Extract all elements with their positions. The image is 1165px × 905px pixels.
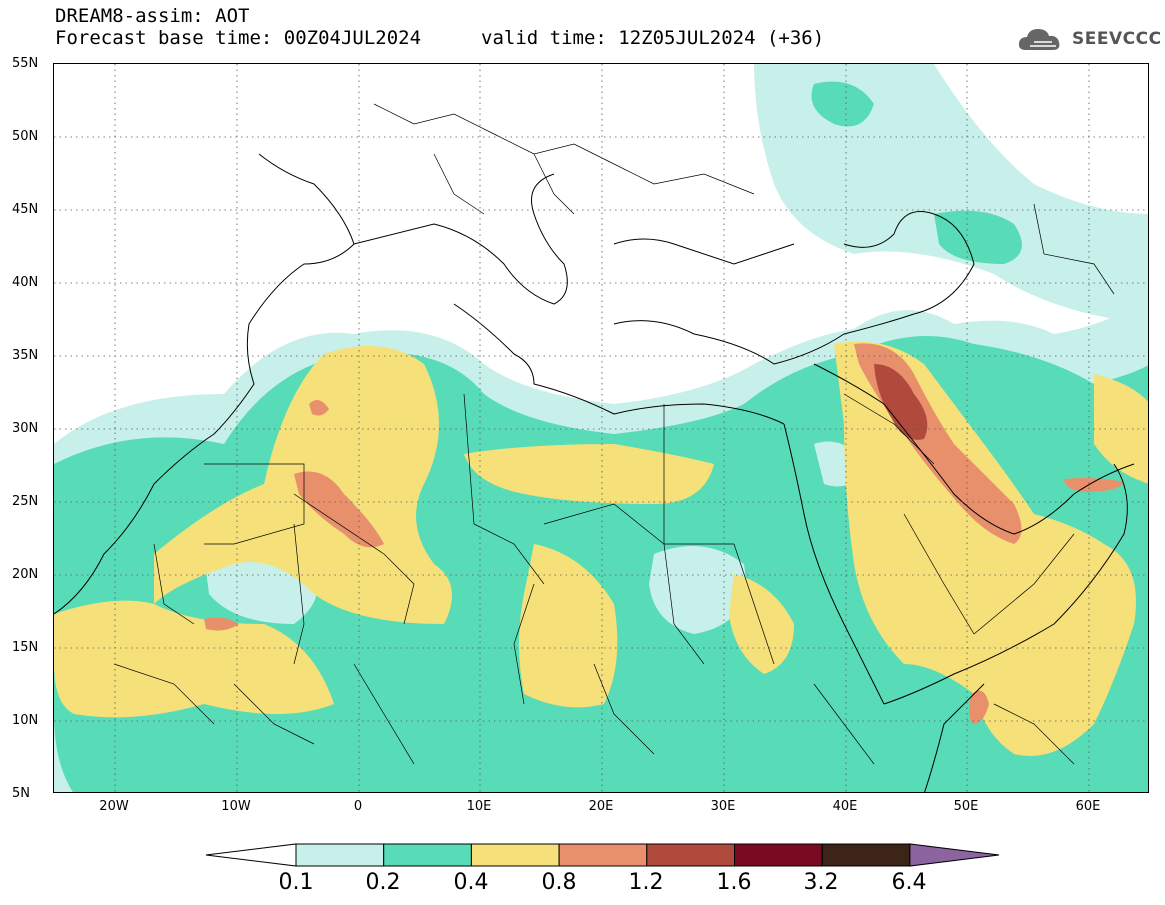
map-title: DREAM8-assim: AOT	[55, 5, 250, 27]
lon-label: 60E	[1075, 799, 1101, 814]
colorbar-label: 0.8	[541, 870, 577, 895]
colorbar-label: 0.2	[365, 870, 401, 895]
lon-label: 30E	[710, 799, 736, 814]
map-field	[54, 64, 1148, 792]
lat-label: 35N	[12, 348, 39, 363]
colorbar-swatch	[470, 843, 560, 867]
lat-label: 30N	[12, 421, 39, 436]
seevccc-logo: SEEVCCC	[1016, 24, 1161, 56]
cloud-icon	[1018, 29, 1060, 50]
forecast-base-time: Forecast base time: 00Z04JUL2024	[55, 27, 422, 49]
country-borders	[113, 103, 1115, 765]
colorbar-swatch	[295, 843, 385, 867]
colorbar-label: 0.4	[453, 870, 489, 895]
colorbar-label: 1.2	[628, 870, 664, 895]
colorbar-label: 6.4	[891, 870, 927, 895]
lat-label: 50N	[12, 129, 39, 144]
colorbar-label: 1.6	[716, 870, 752, 895]
lon-label: 20E	[588, 799, 614, 814]
logo-text: SEEVCCC	[1072, 29, 1162, 49]
valid-time: valid time: 12Z05JUL2024 (+36)	[481, 27, 825, 49]
graticule	[54, 64, 1148, 792]
lon-label: 50E	[953, 799, 979, 814]
coastlines	[54, 153, 1135, 792]
colorbar	[205, 843, 1000, 867]
colorbar-label: 3.2	[803, 870, 839, 895]
lon-label: 20W	[99, 799, 129, 814]
lon-label: 10E	[466, 799, 492, 814]
colorbar-label: 0.1	[278, 870, 314, 895]
colorbar-swatch	[734, 843, 823, 867]
lat-label: 40N	[12, 275, 39, 290]
lat-label: 20N	[12, 567, 39, 582]
lat-label: 45N	[12, 202, 39, 217]
lat-label: 10N	[12, 713, 39, 728]
colorbar-swatch	[646, 843, 735, 867]
aot-field	[54, 64, 1148, 792]
aot-map	[53, 63, 1149, 793]
lon-label: 10W	[221, 799, 251, 814]
lat-label: 15N	[12, 640, 39, 655]
colorbar-swatch	[558, 843, 648, 867]
colorbar-swatch	[821, 843, 911, 867]
colorbar-min-arrow	[205, 843, 297, 867]
colorbar-max-arrow	[909, 843, 1000, 867]
lon-label: 40E	[832, 799, 858, 814]
lat-label: 5N	[12, 786, 30, 801]
lat-label: 55N	[12, 56, 39, 71]
colorbar-swatch	[383, 843, 472, 867]
lon-label: 0	[353, 799, 363, 814]
lat-label: 25N	[12, 494, 39, 509]
